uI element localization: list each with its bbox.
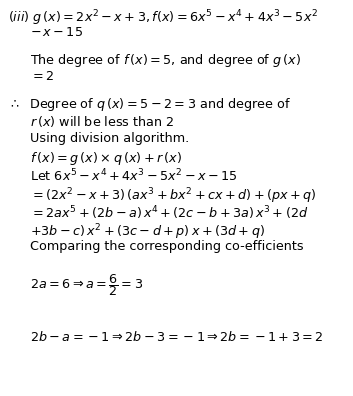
Text: Comparing the corresponding co-efficients: Comparing the corresponding co-efficient… (30, 240, 304, 253)
Text: The degree of $f\,(x) = 5$, and degree of $g\,(x)$: The degree of $f\,(x) = 5$, and degree o… (30, 52, 301, 69)
Text: $\therefore$  Degree of $q\,(x) = 5 - 2 = 3$ and degree of: $\therefore$ Degree of $q\,(x) = 5 - 2 =… (8, 96, 291, 113)
Text: $2b - a = -1 \Rightarrow 2b - 3 = -1 \Rightarrow 2b = -1 + 3 = 2$: $2b - a = -1 \Rightarrow 2b - 3 = -1 \Ri… (30, 330, 324, 344)
Text: $f\,(x) = g\,(x) \times q\,(x) + r\,(x)$: $f\,(x) = g\,(x) \times q\,(x) + r\,(x)$ (30, 150, 182, 167)
Text: $= (2x^2 - x + 3)\,(ax^3 + bx^2 + cx + d) + (px + q)$: $= (2x^2 - x + 3)\,(ax^3 + bx^2 + cx + d… (30, 186, 317, 206)
Text: $(iii)$ $g\,(x) = 2x^2 - x + 3, f(x) = 6x^5 - x^4 + 4x^3 - 5x^2$: $(iii)$ $g\,(x) = 2x^2 - x + 3, f(x) = 6… (8, 8, 318, 28)
Text: $2a = 6 \Rightarrow a = \dfrac{6}{2} = 3$: $2a = 6 \Rightarrow a = \dfrac{6}{2} = 3… (30, 272, 143, 298)
Text: $-\,x - 15$: $-\,x - 15$ (30, 26, 83, 39)
Text: $+ 3b - c)\,x^2 + (3c - d + p)\,x + (3d + q)$: $+ 3b - c)\,x^2 + (3c - d + p)\,x + (3d … (30, 222, 265, 242)
Text: $= 2ax^5 + (2b - a)\,x^4 + (2c - b + 3a)\,x^3 + (2d$: $= 2ax^5 + (2b - a)\,x^4 + (2c - b + 3a)… (30, 204, 309, 222)
Text: $r\,(x)$ will be less than 2: $r\,(x)$ will be less than 2 (30, 114, 174, 129)
Text: Using division algorithm.: Using division algorithm. (30, 132, 189, 145)
Text: $= 2$: $= 2$ (30, 70, 54, 83)
Text: Let $6x^5 - x^4 + 4x^3 - 5x^2 - x - 15$: Let $6x^5 - x^4 + 4x^3 - 5x^2 - x - 15$ (30, 168, 238, 185)
